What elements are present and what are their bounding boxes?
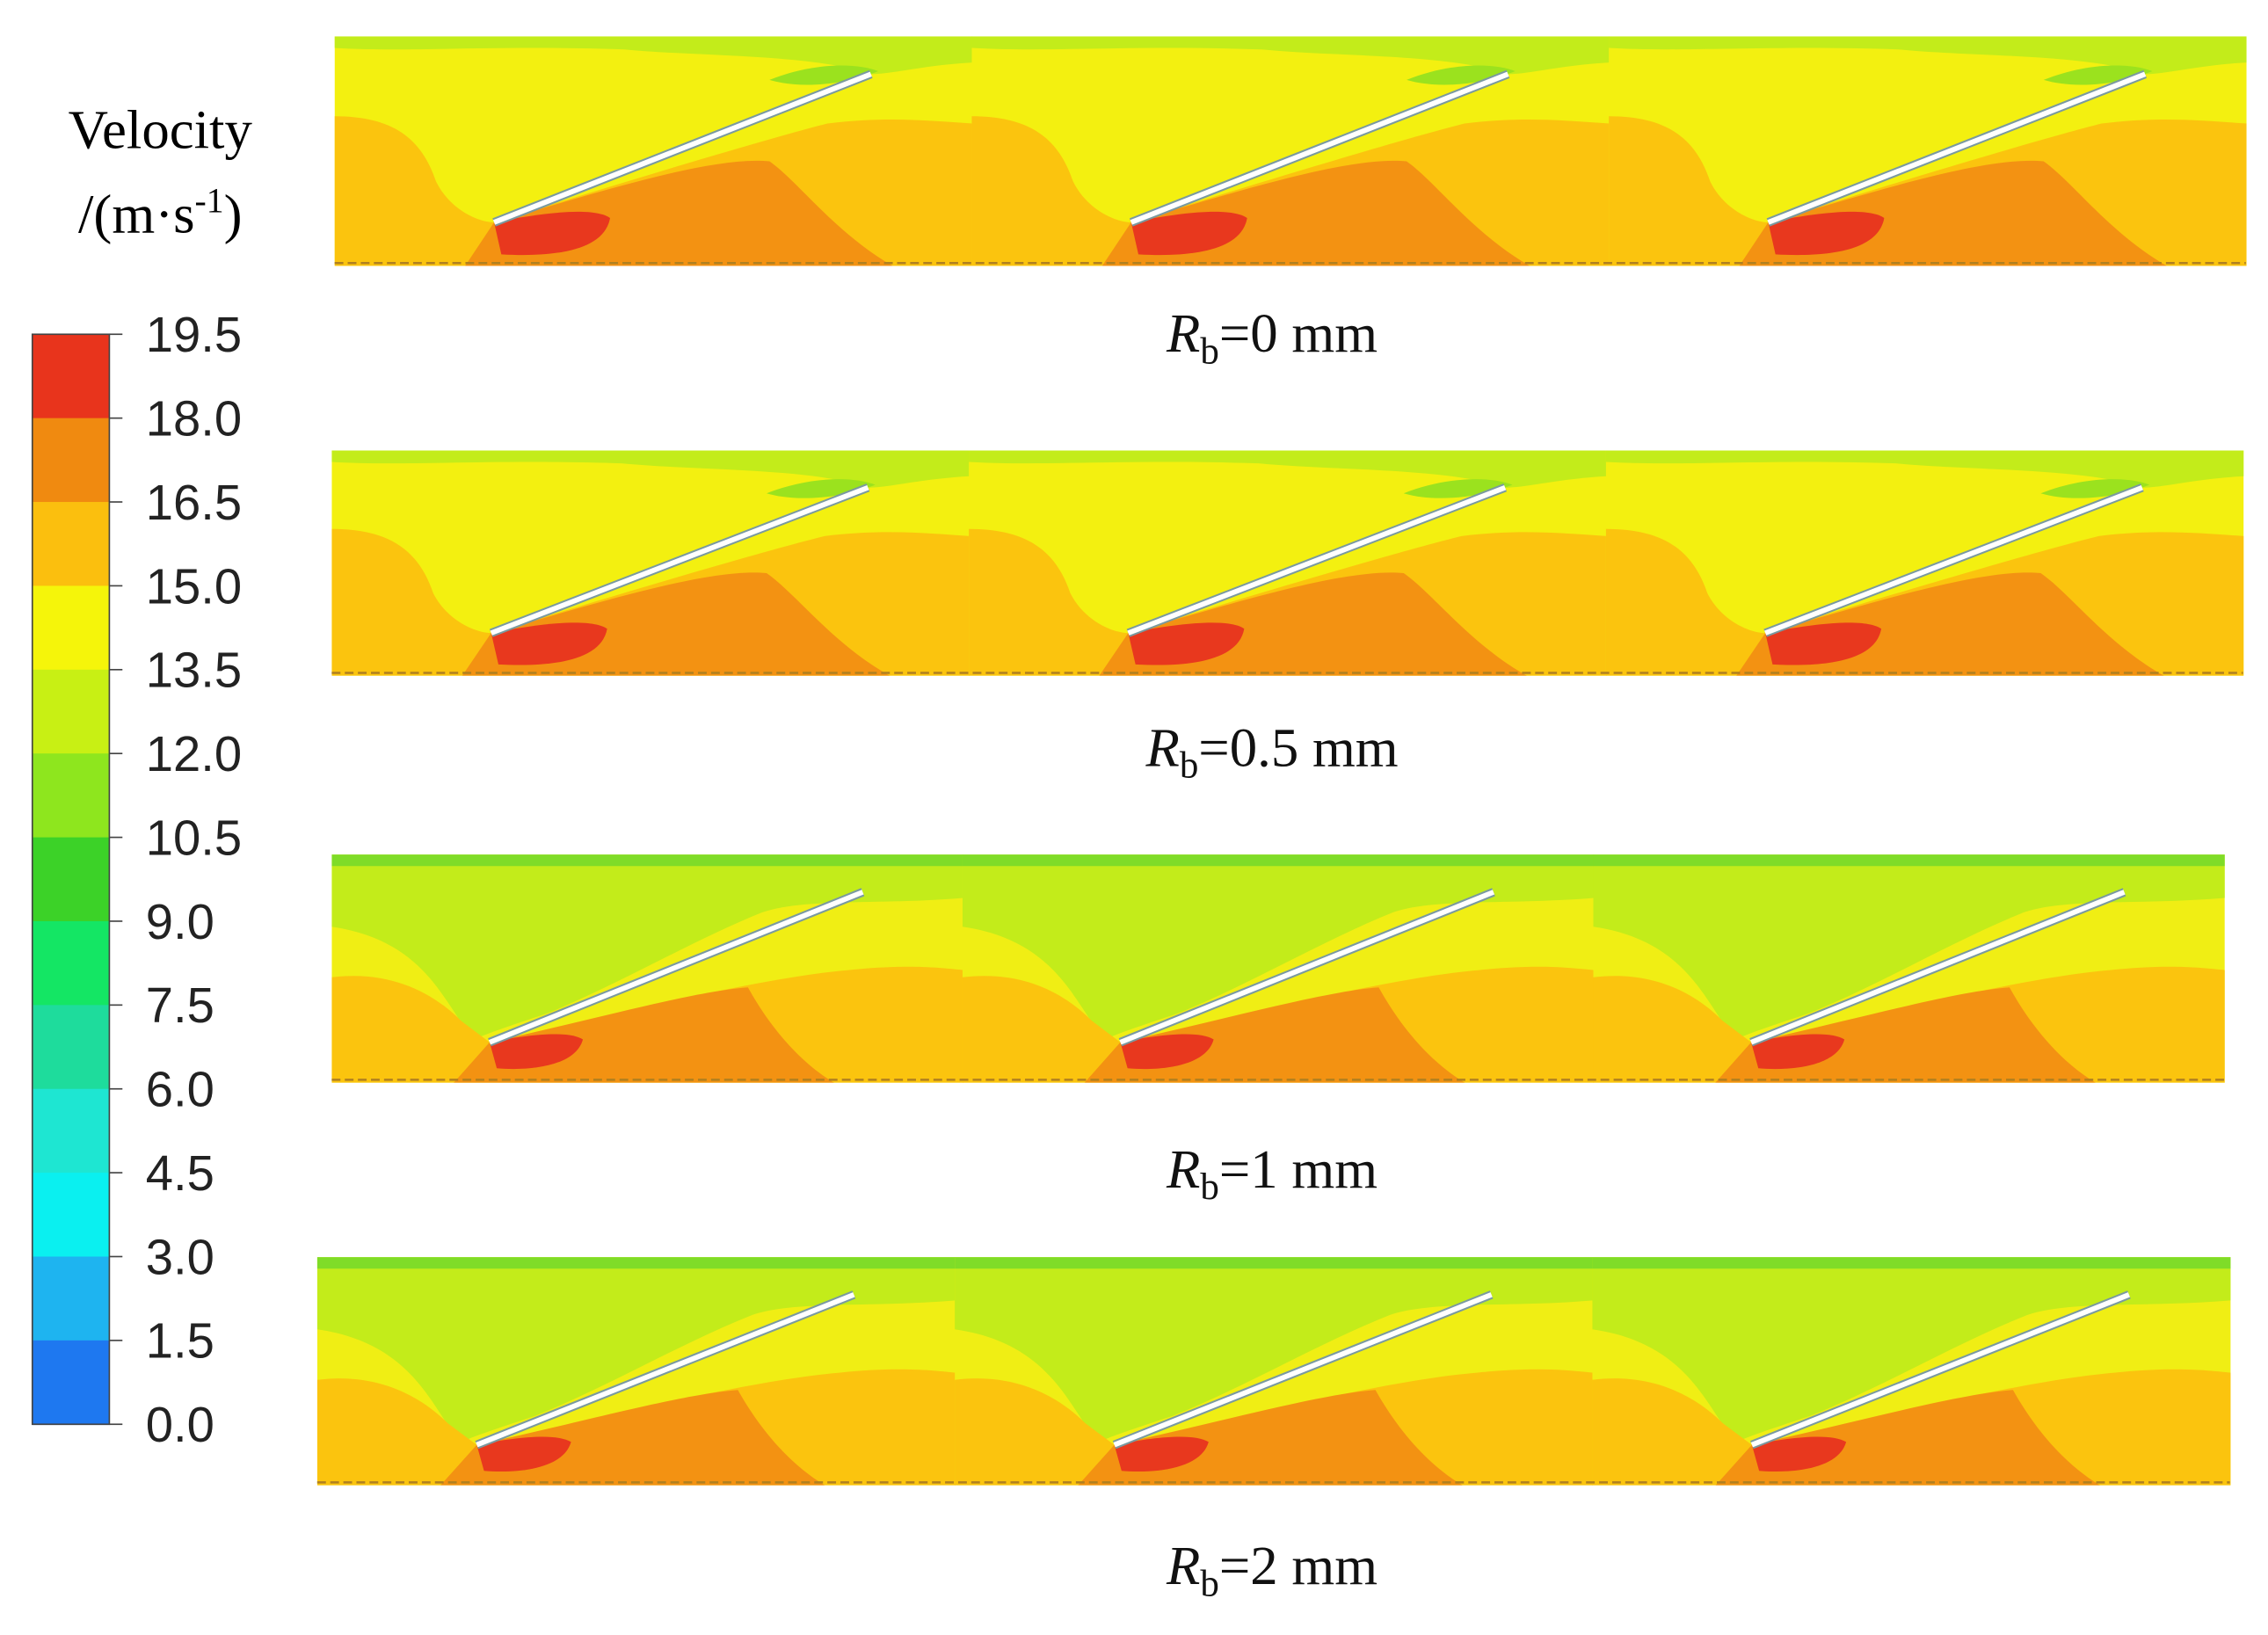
legend-unit: /(m·s-1) [78,181,243,244]
label-subscript: b [1200,1166,1218,1208]
contour-period [971,36,1610,265]
label-text: =0 mm [1219,302,1378,364]
contour-period [1606,451,2244,676]
colorbar: 19.5 18.0 16.5 15.0 13.5 12.0 10.5 9.0 7.5 6.0 4.5… [31,307,242,1452]
unit-suffix: ) [224,184,243,245]
colorbar-band [32,1340,110,1426]
colorbar-band [32,753,110,839]
label-text: =0.5 mm [1198,716,1398,778]
colorbar-band [32,1005,110,1090]
label-subscript: b [1200,1563,1218,1604]
label-text: =2 mm [1219,1535,1378,1596]
colorbar-tick-label: 10.5 [146,810,242,865]
colorbar-band [32,1256,110,1341]
contour-period [335,36,973,265]
contour-period [955,1257,1593,1486]
panel-label: Rb=1 mm [1166,1138,1378,1208]
panel-label: Rb=0.5 mm [1145,716,1398,786]
colorbar-tick-label: 3.0 [146,1229,214,1284]
label-symbol: R [1166,1138,1200,1200]
colorbar-tick-label: 1.5 [146,1313,214,1369]
colorbar-tick-label: 0.0 [146,1397,214,1452]
colorbar-band [32,334,110,419]
colorbar-band [32,585,110,671]
colorbar-tick-label: 6.0 [146,1062,214,1117]
contour-panel [316,1257,2231,1486]
colorbar-tick-label: 16.5 [146,475,242,530]
panel-label: Rb=2 mm [1166,1535,1378,1604]
colorbar-band [32,1173,110,1258]
colorbar-band [32,669,110,755]
contour-period [1609,36,2247,265]
label-subscript: b [1200,331,1218,372]
colorbar-tick-label: 19.5 [146,307,242,362]
legend-title: Velocity [69,99,253,161]
colorbar-frame [31,333,111,1426]
contour-panel [331,451,2243,676]
contour-panel [331,854,2224,1083]
label-symbol: R [1166,302,1200,364]
colorbar-band [32,502,110,587]
label-symbol: R [1145,716,1179,778]
colorbar-band [32,418,110,503]
colorbar-tick-label: 7.5 [146,977,214,1033]
contour-period [331,854,963,1083]
contour-period [969,451,1607,676]
contour-period [963,854,1594,1083]
colorbar-band [32,1088,110,1174]
colorbar-band [32,837,110,922]
contour-period [1593,854,2224,1083]
colorbar-tick-label: 4.5 [146,1145,214,1201]
label-text: =1 mm [1219,1138,1378,1200]
colorbar-tick-label: 9.0 [146,894,214,949]
label-subscript: b [1180,745,1198,787]
label-symbol: R [1166,1535,1200,1596]
colorbar-tick-label: 15.0 [146,558,242,614]
unit-exponent: -1 [195,181,224,220]
colorbar-band [32,920,110,1006]
contour-period [331,451,970,676]
colorbar-tick-label: 12.0 [146,726,242,781]
panel-label: Rb=0 mm [1166,302,1378,372]
colorbar-tick-label: 18.0 [146,390,242,446]
contour-period [317,1257,956,1486]
contour-panel [334,36,2247,265]
unit-prefix: /(m·s [78,184,195,245]
contour-period [1592,1257,2230,1486]
colorbar-tick-label: 13.5 [146,643,242,698]
